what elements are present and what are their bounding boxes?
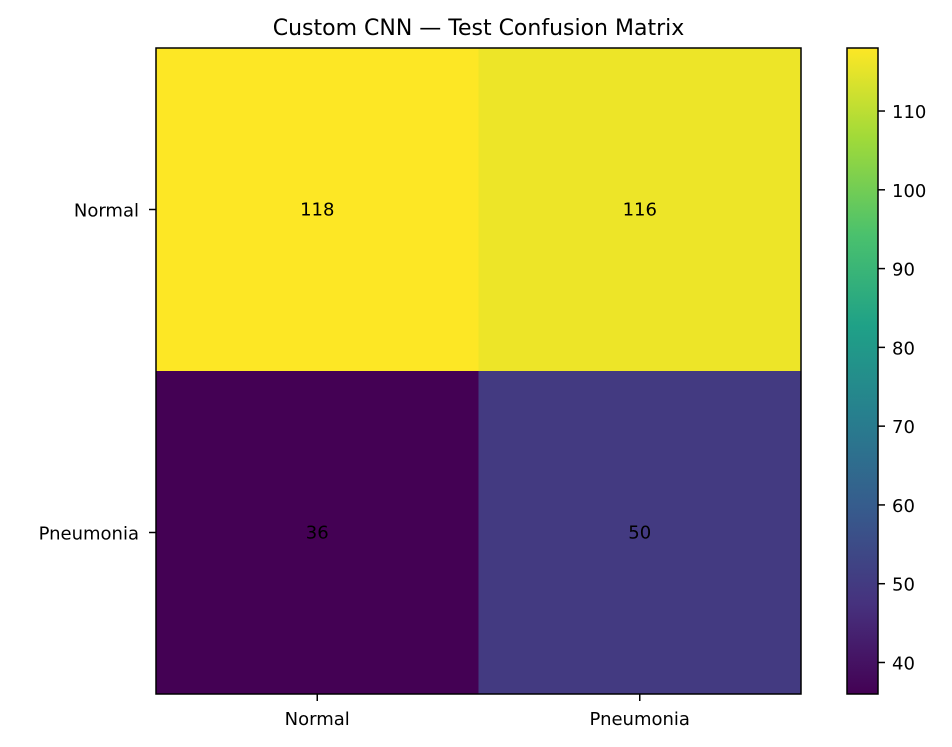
colorbar-tick-label: 100 (892, 181, 926, 202)
colorbar (846, 47, 879, 695)
colorbar-tick-label: 90 (892, 260, 915, 281)
colorbar-tick-label: 70 (892, 417, 915, 438)
colorbar-axis: 40 50 60 70 80 90 100 110 (878, 102, 926, 674)
chart-title: Custom CNN — Test Confusion Matrix (273, 16, 685, 41)
heatmap-cell-labels: 118 116 36 50 (300, 200, 657, 544)
cell-value-label: 50 (628, 523, 651, 544)
colorbar-tick-label: 110 (892, 102, 926, 123)
x-axis: Normal Pneumonia (285, 694, 690, 730)
colorbar-tick-label: 40 (892, 653, 915, 674)
plot-frame (155, 47, 802, 695)
cell-value-label: 116 (623, 200, 657, 221)
x-tick-label: Normal (285, 709, 350, 730)
heatmap-cells (156, 48, 802, 695)
x-tick-label: Pneumonia (590, 709, 690, 730)
heatmap-cell (478, 48, 802, 372)
colorbar-tick-label: 50 (892, 575, 915, 596)
heatmap-cell (156, 48, 479, 372)
y-tick-label: Normal (74, 201, 139, 222)
cell-value-label: 118 (300, 200, 334, 221)
y-axis: Normal Pneumonia (39, 201, 156, 545)
colorbar-tick-label: 60 (892, 496, 915, 517)
heatmap-cell (478, 371, 802, 695)
y-tick-label: Pneumonia (39, 524, 139, 545)
heatmap-cell (156, 371, 479, 695)
colorbar-tick-label: 80 (892, 338, 915, 359)
cell-value-label: 36 (306, 523, 329, 544)
